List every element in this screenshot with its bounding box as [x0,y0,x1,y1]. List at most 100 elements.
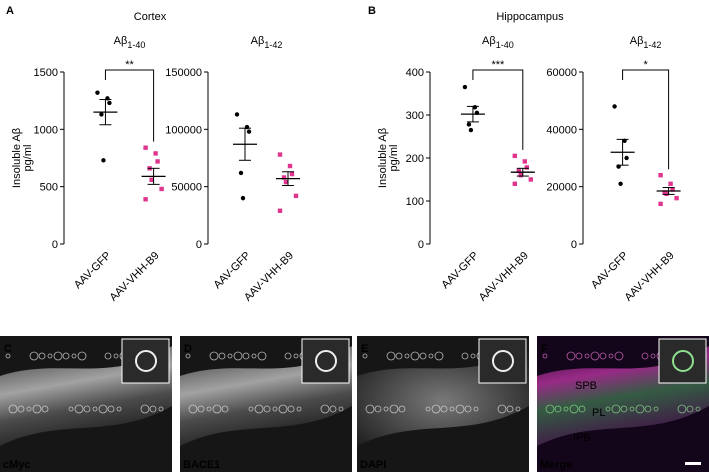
data-point [524,165,529,170]
y-tick-label: 50000 [171,182,202,194]
y-tick-label: 100 [406,196,424,208]
data-point [149,177,154,182]
cell [635,404,645,414]
inset [301,338,350,384]
cell [8,404,18,414]
data-point [287,163,293,169]
cell [599,352,607,360]
cell [404,353,410,359]
data-point [238,170,244,176]
data-point [674,195,679,201]
cell [41,405,49,413]
cell [374,405,382,413]
data-point [658,173,663,178]
inset-cell [492,350,514,372]
cell [686,405,694,413]
y-tick-label: 150000 [165,67,202,79]
y-tick-label: 0 [52,239,58,251]
cell [464,405,472,413]
cell [545,404,555,414]
cell [26,406,32,412]
cell [677,404,687,414]
title-main: Aβ [114,35,128,47]
micrograph [357,336,529,472]
cell [278,404,288,414]
x-tick-label: AAV-GFP [72,250,114,292]
chart-title: Aβ1-40 [482,35,514,50]
cell [53,351,63,361]
cell [68,406,74,412]
cell [386,351,396,361]
micrograph: SPB PL IPB [537,336,709,472]
y-tick-label: 200 [406,153,424,165]
cell [449,406,455,412]
micrograph [180,336,352,472]
significance-label: * [643,59,648,71]
cell [293,353,299,359]
panel-letter: B [368,5,376,17]
cell [428,353,434,359]
cell [563,406,569,412]
y-tick-label: 40000 [546,124,577,136]
inset [121,338,170,384]
cell [695,406,701,412]
cell [74,404,84,414]
y-tick-label: 1000 [34,124,58,136]
y-axis-label: Insoluble Aβ [377,128,389,188]
cell [296,406,302,412]
cell [383,406,389,412]
data-point [246,129,252,134]
data-point [618,181,623,186]
cell [497,404,507,414]
data-point [281,175,287,180]
data-point [99,112,104,117]
data-point [512,153,517,159]
cell [62,352,70,360]
data-point [512,181,517,186]
data-point [468,127,474,133]
title-subscript: 1-40 [127,40,145,50]
cell [608,353,614,359]
image-label: Merge [540,459,572,471]
cell [233,351,243,361]
cell [263,405,271,413]
significance-bracket [622,69,670,170]
significance-bracket [472,69,524,150]
cell [425,406,431,412]
cell [92,406,98,412]
image-label: DAPI [360,459,386,471]
y-tick-label: 0 [196,239,202,251]
cell [47,353,53,359]
cell [149,405,157,413]
cell [650,353,656,359]
cell [185,353,191,359]
image-letter: F [541,343,548,355]
cell [116,406,122,412]
cell [569,404,579,414]
data-point [155,159,160,164]
cell [365,404,375,414]
data-point [670,187,675,192]
image-label: BACE1 [183,459,220,471]
cell [206,406,212,412]
inset [658,338,707,384]
y-tick-label: 300 [406,110,424,122]
cell [251,353,257,359]
cell [158,406,164,412]
title-subscript: 1-40 [496,40,514,50]
title-main: Aβ [482,35,496,47]
cell [389,404,399,414]
chart-title: Aβ1-42 [630,35,662,50]
cell [578,405,586,413]
cell [32,404,42,414]
panel-title: Hippocampus [496,11,564,23]
cell [98,404,108,414]
data-point [289,171,295,177]
x-tick-label: AAV-VHH-B9 [108,250,162,304]
cell [329,405,337,413]
data-point [283,179,289,185]
cell [419,352,427,360]
data-point [658,201,663,207]
significance-label: *** [491,59,505,71]
